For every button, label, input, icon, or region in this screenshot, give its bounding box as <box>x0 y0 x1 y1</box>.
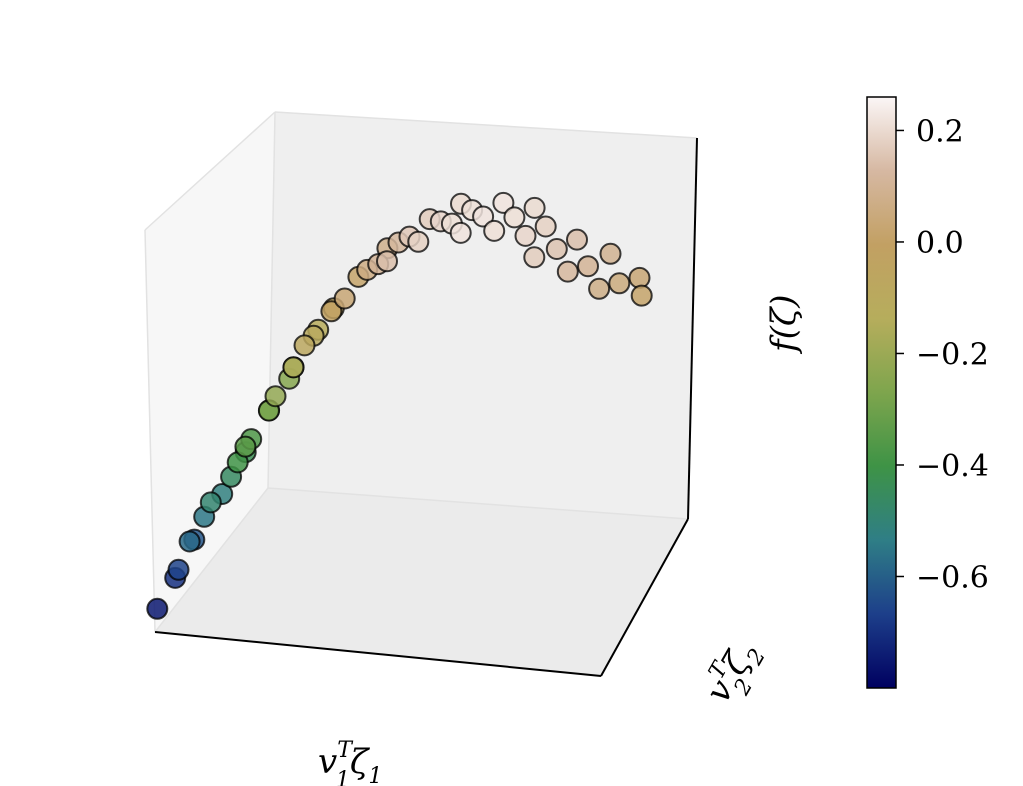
scatter-point <box>483 219 506 242</box>
x-axis-label: vT 1ζ1 <box>318 738 382 786</box>
x-axis-line <box>154 631 602 677</box>
z-axis-line <box>687 137 698 520</box>
pane-edge <box>144 229 156 633</box>
pane-edge <box>267 487 689 520</box>
scatter-point <box>449 221 472 244</box>
scatter-point <box>523 196 546 219</box>
scatter-point <box>282 356 305 379</box>
scatter-point <box>599 242 622 265</box>
scatter-point <box>472 205 495 228</box>
scatter-point <box>566 228 588 251</box>
left-pane <box>145 112 275 632</box>
scatter-point <box>167 558 190 581</box>
scatter-point <box>630 284 653 307</box>
colorbar-ticks: 0.2 0.0 −0.2 −0.4 −0.6 <box>896 114 989 595</box>
y-axis-line <box>600 518 689 677</box>
scatter-point <box>333 287 356 310</box>
colorbar-tick-label: −0.2 <box>916 337 989 372</box>
scatter-point <box>264 385 287 408</box>
scatter-point <box>534 215 557 238</box>
floor-pane <box>155 488 688 676</box>
scatter-point <box>199 491 222 514</box>
colorbar-tick-label: −0.6 <box>916 560 989 595</box>
back-pane <box>268 112 697 519</box>
scatter-point <box>293 334 316 357</box>
scatter-point <box>320 300 343 323</box>
pane-edge <box>274 111 698 139</box>
scatter-points <box>146 191 653 620</box>
colorbar-tick-label: −0.4 <box>916 449 989 484</box>
colorbar-tick-label: 0.0 <box>916 226 964 261</box>
scatter-point <box>545 238 568 260</box>
scatter-point <box>146 597 169 620</box>
pane-edge <box>267 111 276 489</box>
scatter-point <box>234 435 257 458</box>
scatter-point <box>514 224 537 247</box>
scatter-point <box>376 250 398 273</box>
pane-edge <box>144 111 276 231</box>
scatter-point <box>588 277 611 300</box>
y-axis-label: vT2ζ2 <box>695 632 775 715</box>
pane-edge <box>154 487 269 633</box>
scatter-point <box>407 230 430 253</box>
scatter-point <box>178 530 201 553</box>
scatter-point <box>608 272 631 295</box>
scatter-point <box>492 191 515 214</box>
scatter-point <box>503 206 526 229</box>
colorbar-gradient <box>866 96 897 689</box>
plot-3d-axes <box>144 111 698 677</box>
colorbar-tick-label: 0.2 <box>916 114 964 149</box>
z-axis-label: f(ζ) <box>764 294 804 355</box>
scatter-point <box>556 260 579 283</box>
scatter-point <box>523 246 546 269</box>
scatter-point <box>577 255 599 278</box>
colorbar: 0.2 0.0 −0.2 −0.4 −0.6 <box>866 96 989 689</box>
